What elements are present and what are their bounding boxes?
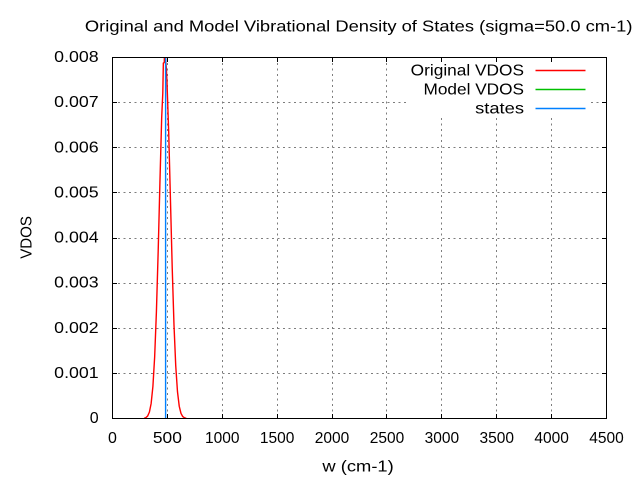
svg-text:0.001: 0.001 bbox=[54, 365, 99, 382]
svg-text:500: 500 bbox=[153, 430, 182, 447]
svg-text:Original and Model Vibrational: Original and Model Vibrational Density o… bbox=[85, 19, 633, 36]
svg-text:2500: 2500 bbox=[370, 430, 405, 447]
svg-text:0: 0 bbox=[108, 430, 117, 447]
svg-text:0.003: 0.003 bbox=[54, 275, 99, 292]
svg-text:1000: 1000 bbox=[205, 430, 240, 447]
svg-text:3500: 3500 bbox=[479, 430, 514, 447]
svg-text:Original VDOS: Original VDOS bbox=[411, 63, 524, 80]
svg-text:0.004: 0.004 bbox=[54, 230, 99, 247]
svg-text:1500: 1500 bbox=[260, 430, 295, 447]
svg-text:0.006: 0.006 bbox=[54, 139, 99, 156]
svg-text:0.002: 0.002 bbox=[54, 320, 99, 337]
svg-text:3000: 3000 bbox=[425, 430, 460, 447]
svg-text:0.005: 0.005 bbox=[54, 184, 99, 201]
svg-text:4500: 4500 bbox=[589, 430, 624, 447]
svg-text:0.007: 0.007 bbox=[54, 94, 99, 111]
svg-text:4000: 4000 bbox=[534, 430, 569, 447]
svg-text:0.008: 0.008 bbox=[54, 49, 99, 66]
svg-text:Model VDOS: Model VDOS bbox=[424, 82, 525, 99]
svg-text:w (cm-1): w (cm-1) bbox=[321, 459, 393, 476]
svg-text:2000: 2000 bbox=[315, 430, 350, 447]
svg-text:VDOS: VDOS bbox=[18, 216, 35, 259]
svg-text:states: states bbox=[475, 100, 524, 117]
svg-text:0: 0 bbox=[90, 410, 99, 427]
